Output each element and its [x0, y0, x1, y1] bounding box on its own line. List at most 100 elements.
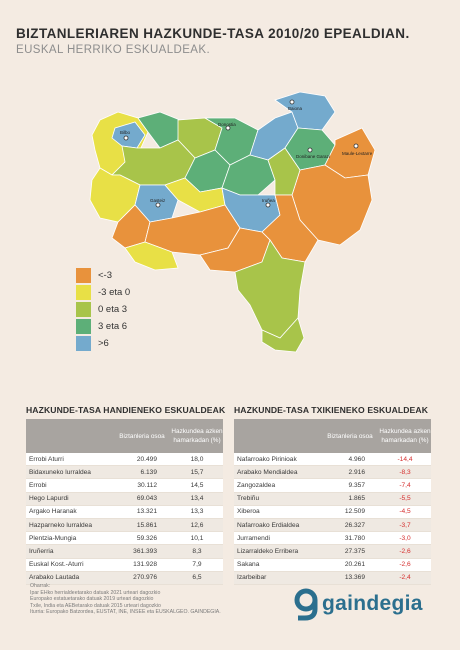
column-header-population: Biztanleria osoa — [119, 432, 165, 440]
region-map: Baiona Donostia Bilbo Donibane Garazi Ma… — [89, 91, 376, 353]
growth: -14,4 — [397, 455, 413, 463]
population: 131.928 — [133, 561, 157, 569]
city-label-donostia: Donostia — [218, 122, 236, 127]
legend-label: >6 — [98, 338, 109, 349]
legend-swatch — [76, 268, 91, 283]
legend-item: 0 eta 3 — [76, 302, 130, 317]
city-marker-iruna — [265, 202, 271, 208]
growth: 7,9 — [192, 561, 202, 569]
region-name: Arabako Mendialdea — [237, 468, 298, 476]
city-marker-baiona — [289, 99, 295, 105]
table-row: Trebiñu 1.865 -5,5 — [234, 492, 431, 506]
table-row: Hazparneko lurraldea 15.861 12,6 — [26, 518, 223, 533]
region-name: Iruñerria — [29, 547, 54, 555]
population: 26.327 — [344, 521, 365, 529]
growth: 8,3 — [192, 547, 202, 555]
population: 31.780 — [344, 534, 365, 542]
population: 13.321 — [136, 508, 157, 516]
city-label-bilbo: Bilbo — [120, 130, 131, 135]
footnote-line: Ipar EHko herrialdeetarako datuak 2021 u… — [30, 589, 161, 596]
growth: 13,3 — [190, 508, 204, 516]
table-row: Plentzia-Mungia 59.326 10,1 — [26, 532, 223, 546]
city-label-gasteiz: Gasteiz — [150, 198, 166, 203]
region-name: Sakana — [237, 561, 260, 569]
population: 361.393 — [133, 547, 157, 555]
population: 59.326 — [136, 534, 157, 542]
city-marker-gasteiz — [155, 202, 161, 208]
region-name: Errobi Aturri — [29, 455, 64, 463]
table-row: Izarbeibar 13.369 -2,4 — [234, 571, 431, 585]
table-row: Nafarroako Erdialdea 26.327 -3,7 — [234, 518, 431, 533]
population: 4.960 — [348, 455, 365, 463]
logo-text: gaindegia — [322, 592, 423, 615]
city-label-iruna: Iruñea — [262, 198, 275, 203]
legend-label: 3 eta 6 — [98, 321, 128, 332]
growth: -5,5 — [399, 495, 411, 503]
region-name: Lizarraldeko Erribera — [237, 547, 299, 555]
low-growth-table: HAZKUNDE-TASA TXIKIENEKO ESKUALDEAK Bizt… — [234, 405, 431, 585]
table-row: Zangozaldea 9.357 -7,4 — [234, 479, 431, 493]
growth: 15,7 — [190, 468, 204, 476]
growth: -4,5 — [399, 508, 411, 516]
gaindegia-logo: gaindegia — [292, 587, 423, 621]
region-name: Argako Haranak — [29, 508, 77, 516]
page-title: BIZTANLERIAREN HAZKUNDE-TASA 2010/20 EPE… — [16, 26, 410, 41]
population: 270.976 — [133, 574, 157, 582]
growth: -7,4 — [399, 481, 411, 489]
population: 30.112 — [137, 481, 157, 489]
city-marker-donostia — [225, 125, 231, 131]
region-name: Hego Lapurdi — [29, 495, 69, 503]
region-name: Nafarroako Pirinioak — [237, 455, 297, 463]
table-row: Iruñerria 361.393 8,3 — [26, 545, 223, 559]
legend-swatch — [76, 302, 91, 317]
column-header-growth: Hazkundea azken hamarkadan (%) — [379, 428, 431, 444]
map-region-errioxa — [124, 241, 179, 271]
growth: -8,3 — [399, 468, 411, 476]
region-name: Zangozaldea — [237, 481, 276, 489]
region-name: Xiberoa — [237, 508, 260, 516]
table-row: Xiberoa 12.509 -4,5 — [234, 505, 431, 519]
legend-label: 0 eta 3 — [98, 304, 128, 315]
region-name: Izarbeibar — [237, 574, 267, 582]
table-title: HAZKUNDE-TASA TXIKIENEKO ESKUALDEAK — [234, 405, 428, 415]
table-header: Biztanleria osoa Hazkundea azken hamarka… — [26, 419, 223, 453]
growth: -2,6 — [399, 561, 411, 569]
table-row: Errobi 30.112 14,5 — [26, 479, 223, 493]
growth: -2,4 — [399, 574, 411, 582]
map-legend: <-3 -3 eta 0 0 eta 3 3 eta 6 >6 — [76, 268, 130, 353]
page-subtitle: EUSKAL HERRIKO ESKUALDEAK. — [16, 44, 211, 56]
column-header-growth: Hazkundea azken hamarkadan (%) — [171, 428, 223, 444]
footnote-line: Txile, India eta AEBetarako datuak 2015 … — [30, 602, 161, 609]
city-markers — [123, 99, 359, 208]
growth: -2,6 — [399, 547, 411, 555]
table-header: Biztanleria osoa Hazkundea azken hamarka… — [234, 419, 431, 453]
map-region-erribera — [234, 239, 306, 339]
population: 6.139 — [140, 468, 157, 476]
population: 12.509 — [344, 508, 365, 516]
growth: 6,5 — [192, 574, 202, 582]
table-body: Errobi Aturri 20.499 18,0 Bidaxuneko lurra… — [26, 453, 223, 585]
city-marker-donibane-garazi — [307, 147, 313, 153]
footnotes: Oharrak: Ipar EHko herrialdeetarako datu… — [30, 583, 221, 616]
city-label-maule: Maule-Lextarre — [342, 151, 373, 156]
map-region-tutera — [261, 317, 305, 353]
legend-swatch — [76, 285, 91, 300]
region-name: Plentzia-Mungia — [29, 534, 77, 542]
region-name: Jurramendi — [237, 534, 270, 542]
population: 20.499 — [136, 455, 157, 463]
column-header-population: Biztanleria osoa — [327, 432, 373, 440]
region-name: Nafarroako Erdialdea — [237, 521, 300, 529]
legend-swatch — [76, 319, 91, 334]
population: 1.865 — [348, 495, 365, 503]
legend-item: 3 eta 6 — [76, 319, 130, 334]
population: 20.261 — [344, 561, 365, 569]
footnote-heading: Oharrak: — [30, 583, 51, 589]
legend-label: <-3 — [98, 270, 112, 281]
footnote-source: Iturria: Europako Batzordea, EUSTAT, INE… — [30, 609, 221, 616]
city-label-baiona: Baiona — [288, 106, 303, 111]
growth: -3,0 — [399, 534, 411, 542]
table-row: Arabako Lautada 270.976 6,5 — [26, 571, 223, 585]
population: 13.369 — [344, 574, 365, 582]
table-row: Hego Lapurdi 69.043 13,4 — [26, 492, 223, 506]
table-row: Arabako Mendialdea 2.916 -8,3 — [234, 466, 431, 480]
